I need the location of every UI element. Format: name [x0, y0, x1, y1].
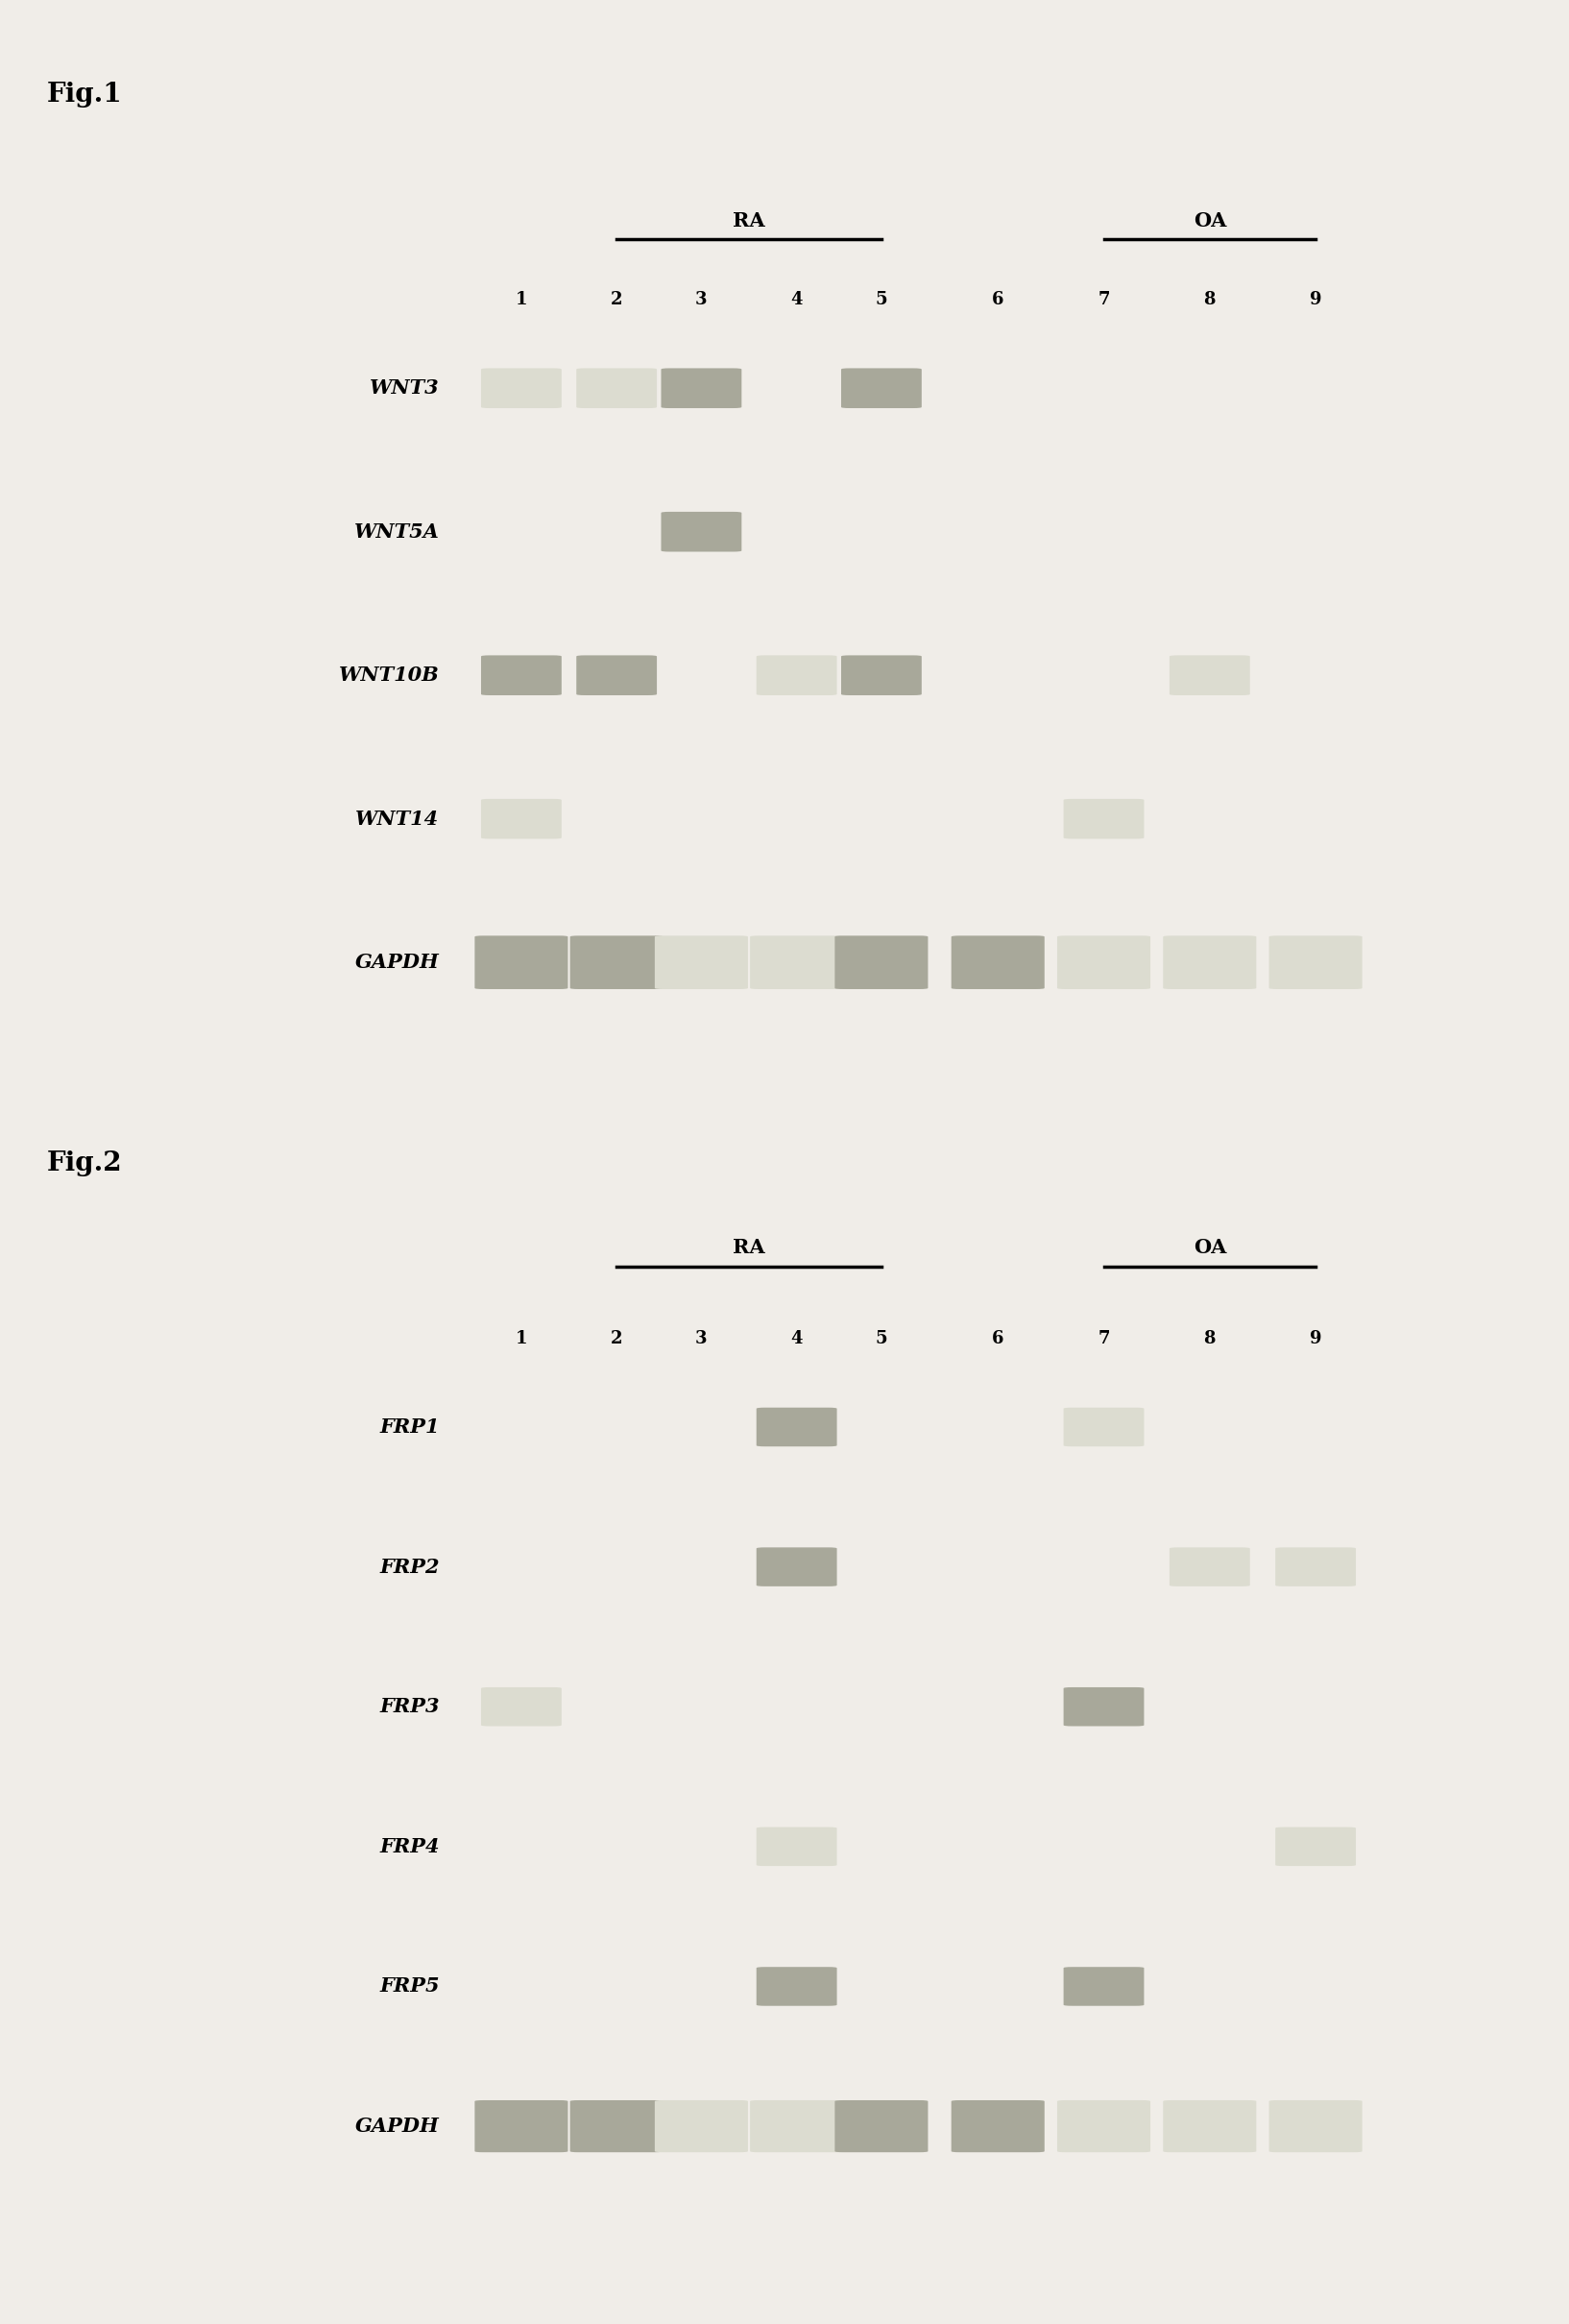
Text: 4: 4 [791, 1329, 803, 1348]
FancyBboxPatch shape [570, 937, 664, 990]
FancyBboxPatch shape [835, 2101, 927, 2152]
FancyBboxPatch shape [482, 1687, 562, 1727]
FancyBboxPatch shape [475, 937, 568, 990]
FancyBboxPatch shape [951, 2101, 1045, 2152]
Text: GAPDH: GAPDH [355, 953, 439, 971]
Text: 4: 4 [791, 290, 803, 307]
FancyBboxPatch shape [576, 367, 657, 409]
Text: OA: OA [1192, 211, 1227, 230]
FancyBboxPatch shape [835, 937, 927, 990]
FancyBboxPatch shape [1058, 937, 1150, 990]
Text: 1: 1 [515, 1329, 527, 1348]
FancyBboxPatch shape [1169, 1548, 1250, 1587]
Text: FRP5: FRP5 [380, 1978, 439, 1996]
FancyBboxPatch shape [1276, 1827, 1356, 1866]
Text: FRP2: FRP2 [380, 1557, 439, 1576]
FancyBboxPatch shape [475, 2101, 568, 2152]
Text: RA: RA [733, 211, 766, 230]
FancyBboxPatch shape [1163, 2101, 1257, 2152]
Text: WNT3: WNT3 [370, 379, 439, 397]
FancyBboxPatch shape [661, 511, 742, 551]
Text: 8: 8 [1203, 1329, 1216, 1348]
FancyBboxPatch shape [1064, 1408, 1144, 1446]
Text: 3: 3 [695, 290, 708, 307]
Text: 2: 2 [610, 1329, 623, 1348]
Text: 7: 7 [1098, 290, 1109, 307]
FancyBboxPatch shape [576, 655, 657, 695]
FancyBboxPatch shape [1276, 1548, 1356, 1587]
FancyBboxPatch shape [654, 937, 748, 990]
Text: 5: 5 [876, 290, 888, 307]
Text: FRP1: FRP1 [380, 1418, 439, 1436]
FancyBboxPatch shape [482, 799, 562, 839]
Text: OA: OA [1192, 1239, 1227, 1257]
FancyBboxPatch shape [1064, 1966, 1144, 2006]
Text: 6: 6 [992, 1329, 1004, 1348]
Text: 5: 5 [876, 1329, 888, 1348]
FancyBboxPatch shape [1058, 2101, 1150, 2152]
Text: 7: 7 [1098, 1329, 1109, 1348]
Text: FRP3: FRP3 [380, 1697, 439, 1717]
FancyBboxPatch shape [1064, 1687, 1144, 1727]
FancyBboxPatch shape [841, 655, 921, 695]
Text: FRP4: FRP4 [380, 1836, 439, 1857]
FancyBboxPatch shape [482, 655, 562, 695]
Text: Fig.1: Fig.1 [47, 81, 122, 107]
FancyBboxPatch shape [756, 1827, 836, 1866]
FancyBboxPatch shape [1064, 799, 1144, 839]
FancyBboxPatch shape [482, 367, 562, 409]
FancyBboxPatch shape [661, 367, 742, 409]
Text: 2: 2 [610, 290, 623, 307]
FancyBboxPatch shape [756, 1548, 836, 1587]
FancyBboxPatch shape [750, 937, 843, 990]
Text: 8: 8 [1203, 290, 1216, 307]
FancyBboxPatch shape [570, 2101, 664, 2152]
Text: WNT10B: WNT10B [339, 665, 439, 686]
FancyBboxPatch shape [756, 1408, 836, 1446]
FancyBboxPatch shape [654, 2101, 748, 2152]
FancyBboxPatch shape [841, 367, 921, 409]
Text: 1: 1 [515, 290, 527, 307]
FancyBboxPatch shape [1163, 937, 1257, 990]
Text: 9: 9 [1310, 1329, 1321, 1348]
Text: 6: 6 [992, 290, 1004, 307]
FancyBboxPatch shape [750, 2101, 843, 2152]
Text: 9: 9 [1310, 290, 1321, 307]
FancyBboxPatch shape [1269, 2101, 1362, 2152]
Text: RA: RA [733, 1239, 766, 1257]
FancyBboxPatch shape [1169, 655, 1250, 695]
Text: 3: 3 [695, 1329, 708, 1348]
Text: GAPDH: GAPDH [355, 2117, 439, 2136]
Text: WNT14: WNT14 [356, 809, 439, 827]
FancyBboxPatch shape [951, 937, 1045, 990]
FancyBboxPatch shape [756, 1966, 836, 2006]
Text: WNT5A: WNT5A [355, 523, 439, 541]
FancyBboxPatch shape [756, 655, 836, 695]
FancyBboxPatch shape [1269, 937, 1362, 990]
Text: Fig.2: Fig.2 [47, 1150, 122, 1176]
